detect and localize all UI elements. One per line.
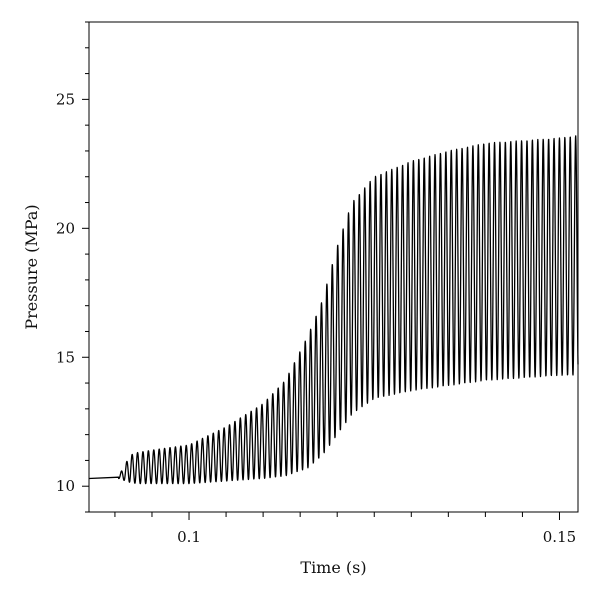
- x-axis-label: Time (s): [300, 558, 366, 577]
- y-tick-label: 10: [56, 477, 75, 495]
- y-axis-label: Pressure (MPa): [22, 204, 41, 329]
- y-tick-label: 20: [56, 219, 75, 237]
- y-axis-ticks: 10 15 20 25: [56, 21, 89, 513]
- y-tick-label: 25: [56, 90, 75, 108]
- y-tick-label: 15: [56, 348, 75, 366]
- pressure-series-line: [88, 135, 579, 485]
- x-tick-label: 0.15: [543, 528, 576, 546]
- series-group: [88, 135, 579, 485]
- x-axis-ticks: 0.1 0.15: [114, 512, 576, 546]
- x-tick-label: 0.1: [177, 528, 201, 546]
- plot-area-frame: [88, 21, 579, 513]
